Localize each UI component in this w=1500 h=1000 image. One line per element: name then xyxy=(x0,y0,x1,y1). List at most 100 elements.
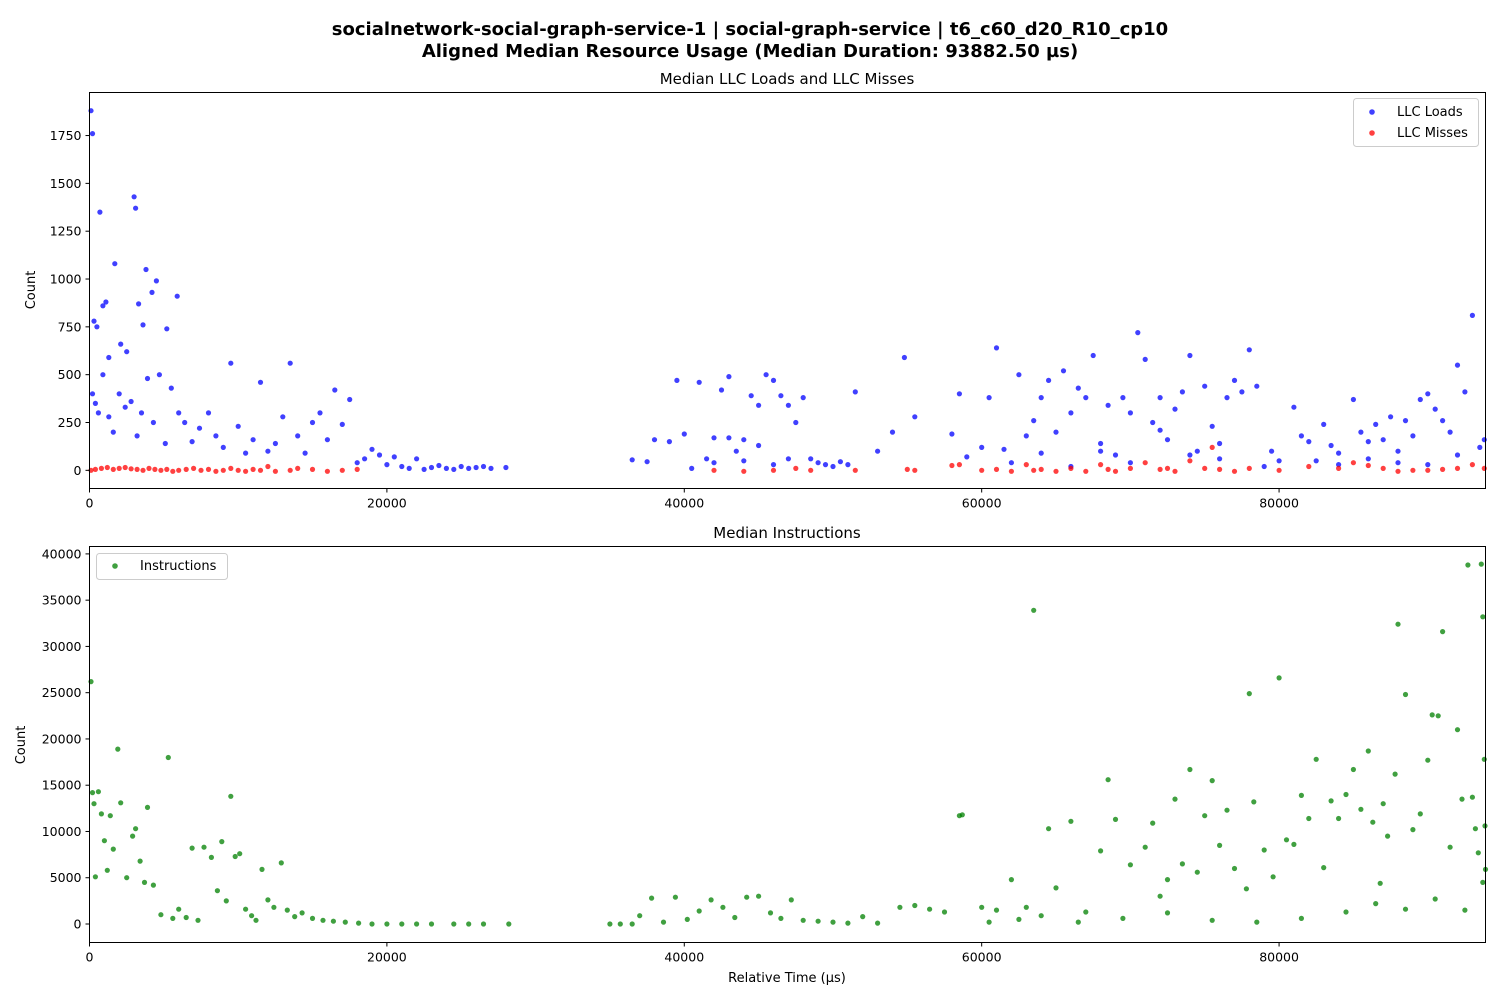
instructions-series-0-point xyxy=(629,921,635,927)
llc-series-1-point xyxy=(1246,465,1252,471)
llc-series-0-point xyxy=(280,414,286,420)
llc-series-1-point xyxy=(128,466,134,472)
llc-series-0-point xyxy=(629,457,635,463)
instructions-series-0-point xyxy=(1298,915,1304,922)
llc-series-0-point xyxy=(1038,395,1044,401)
llc-series-1-point xyxy=(170,468,176,474)
instructions-series-0-point xyxy=(1435,713,1441,719)
instructions-series-0-point xyxy=(214,888,220,894)
llc-series-0-point xyxy=(480,463,487,470)
instructions-series-0-point xyxy=(744,894,750,900)
llc-series-1-point xyxy=(1008,468,1015,474)
llc-series-1-point xyxy=(295,465,301,471)
llc-series-0-point xyxy=(993,345,1000,351)
llc-y-tick-label: 1500 xyxy=(50,176,82,191)
instructions-y-tick-label: 5000 xyxy=(50,870,82,885)
instructions-series-0-point xyxy=(428,921,435,927)
llc-series-0-point xyxy=(1358,429,1364,435)
llc-x-tick-label: 40000 xyxy=(664,496,704,511)
llc-series-0-point xyxy=(1053,429,1059,435)
llc-series-0-point xyxy=(949,431,955,437)
instructions-series-0-point xyxy=(1224,807,1230,813)
llc-series-0-point xyxy=(1023,433,1029,439)
llc-series-0-point xyxy=(711,435,717,441)
instructions-series-0-point xyxy=(875,920,881,926)
llc-series-0-point xyxy=(1454,362,1461,368)
llc-series-0-point xyxy=(347,396,353,403)
llc-series-0-point xyxy=(1098,448,1104,454)
llc-subplot: Median LLC Loads and LLC Misses 0 20000 40… xyxy=(24,70,1487,511)
llc-series-1-point xyxy=(92,466,98,472)
llc-series-0-point xyxy=(176,410,182,416)
instructions-series-0-point xyxy=(1105,777,1111,783)
llc-series-1-point xyxy=(949,462,955,469)
instructions-series-0-point xyxy=(1120,915,1126,922)
llc-series-0-point xyxy=(182,419,188,426)
llc-series-0-point xyxy=(889,429,896,435)
instructions-series-0-point xyxy=(299,910,305,916)
llc-series-0-point xyxy=(681,431,687,437)
llc-series-0-point xyxy=(354,460,360,466)
instructions-y-tick-label: 25000 xyxy=(42,685,82,700)
llc-legend: LLC Loads LLC Misses xyxy=(1353,98,1479,147)
llc-series-0-point xyxy=(1105,402,1111,408)
llc-series-1-point xyxy=(1380,465,1386,471)
instructions-series-0-point xyxy=(1358,806,1364,812)
instructions-series-0-point xyxy=(1475,850,1481,856)
instructions-series-0-point xyxy=(320,917,326,923)
instructions-series-0-point xyxy=(732,914,738,921)
instructions-series-0-point xyxy=(1112,816,1119,823)
llc-series-0-point xyxy=(473,464,479,471)
instructions-series-0-point xyxy=(637,913,643,919)
instructions-series-0-point xyxy=(672,894,679,900)
llc-series-1-point xyxy=(158,467,164,473)
llc-series-0-point xyxy=(815,460,821,466)
llc-series-0-point xyxy=(1217,456,1223,462)
instructions-series-0-point xyxy=(1392,771,1398,777)
instructions-series-0-point xyxy=(1469,794,1475,800)
instructions-series-0-point xyxy=(1209,917,1215,923)
llc-series-0-point xyxy=(1142,356,1148,362)
instructions-subplot: Median Instructions 0 20000 40000 60000 8000… xyxy=(14,524,1489,986)
llc-series-1-point xyxy=(1425,467,1431,473)
instructions-series-0-point xyxy=(1385,833,1391,839)
llc-series-0-point xyxy=(324,437,330,443)
llc-series-0-point xyxy=(1060,368,1067,374)
instructions-series-0-point xyxy=(1179,861,1185,867)
instructions-series-0-point xyxy=(253,917,259,923)
llc-series-0-point xyxy=(339,421,345,427)
instructions-series-0-point xyxy=(1440,629,1446,635)
llc-series-1-point xyxy=(912,467,918,473)
instructions-series-0-point xyxy=(1023,904,1029,910)
llc-series-1-point xyxy=(176,467,182,473)
llc-series-0-point xyxy=(875,448,881,454)
llc-series-0-point xyxy=(143,266,149,273)
instructions-series-0-point xyxy=(237,851,243,857)
instructions-series-0-point xyxy=(1150,820,1156,826)
llc-series-1-point xyxy=(116,465,122,471)
llc-series-0-point xyxy=(964,454,970,460)
llc-series-0-point xyxy=(95,410,101,416)
llc-series-0-point xyxy=(1046,377,1052,383)
instructions-x-axis: 0 20000 40000 60000 80000 xyxy=(86,942,1299,965)
instructions-series-0-point xyxy=(660,919,667,925)
llc-y-tick-label: 1750 xyxy=(50,128,82,143)
instructions-x-tick-label: 0 xyxy=(86,950,94,965)
instructions-series-0-point xyxy=(249,913,255,919)
llc-series-0-point xyxy=(1157,395,1163,401)
instructions-series-0-point xyxy=(278,860,284,866)
instructions-series-0-point xyxy=(1402,691,1409,698)
llc-series-0-point xyxy=(220,444,226,450)
instructions-series-0-point xyxy=(158,912,164,918)
llc-series-0-point xyxy=(168,385,174,391)
llc-series-0-point xyxy=(644,459,650,465)
instructions-series-0-point xyxy=(195,917,201,923)
instructions-series-0-point xyxy=(98,811,104,817)
llc-series-0-point xyxy=(1395,448,1401,454)
llc-series-0-point xyxy=(309,419,316,426)
llc-series-0-point xyxy=(103,299,109,305)
instructions-series-0-point xyxy=(845,920,851,926)
instructions-y-tick-label: 0 xyxy=(74,916,82,931)
llc-series-0-point xyxy=(1365,456,1371,462)
instructions-series-0-point xyxy=(860,914,866,920)
